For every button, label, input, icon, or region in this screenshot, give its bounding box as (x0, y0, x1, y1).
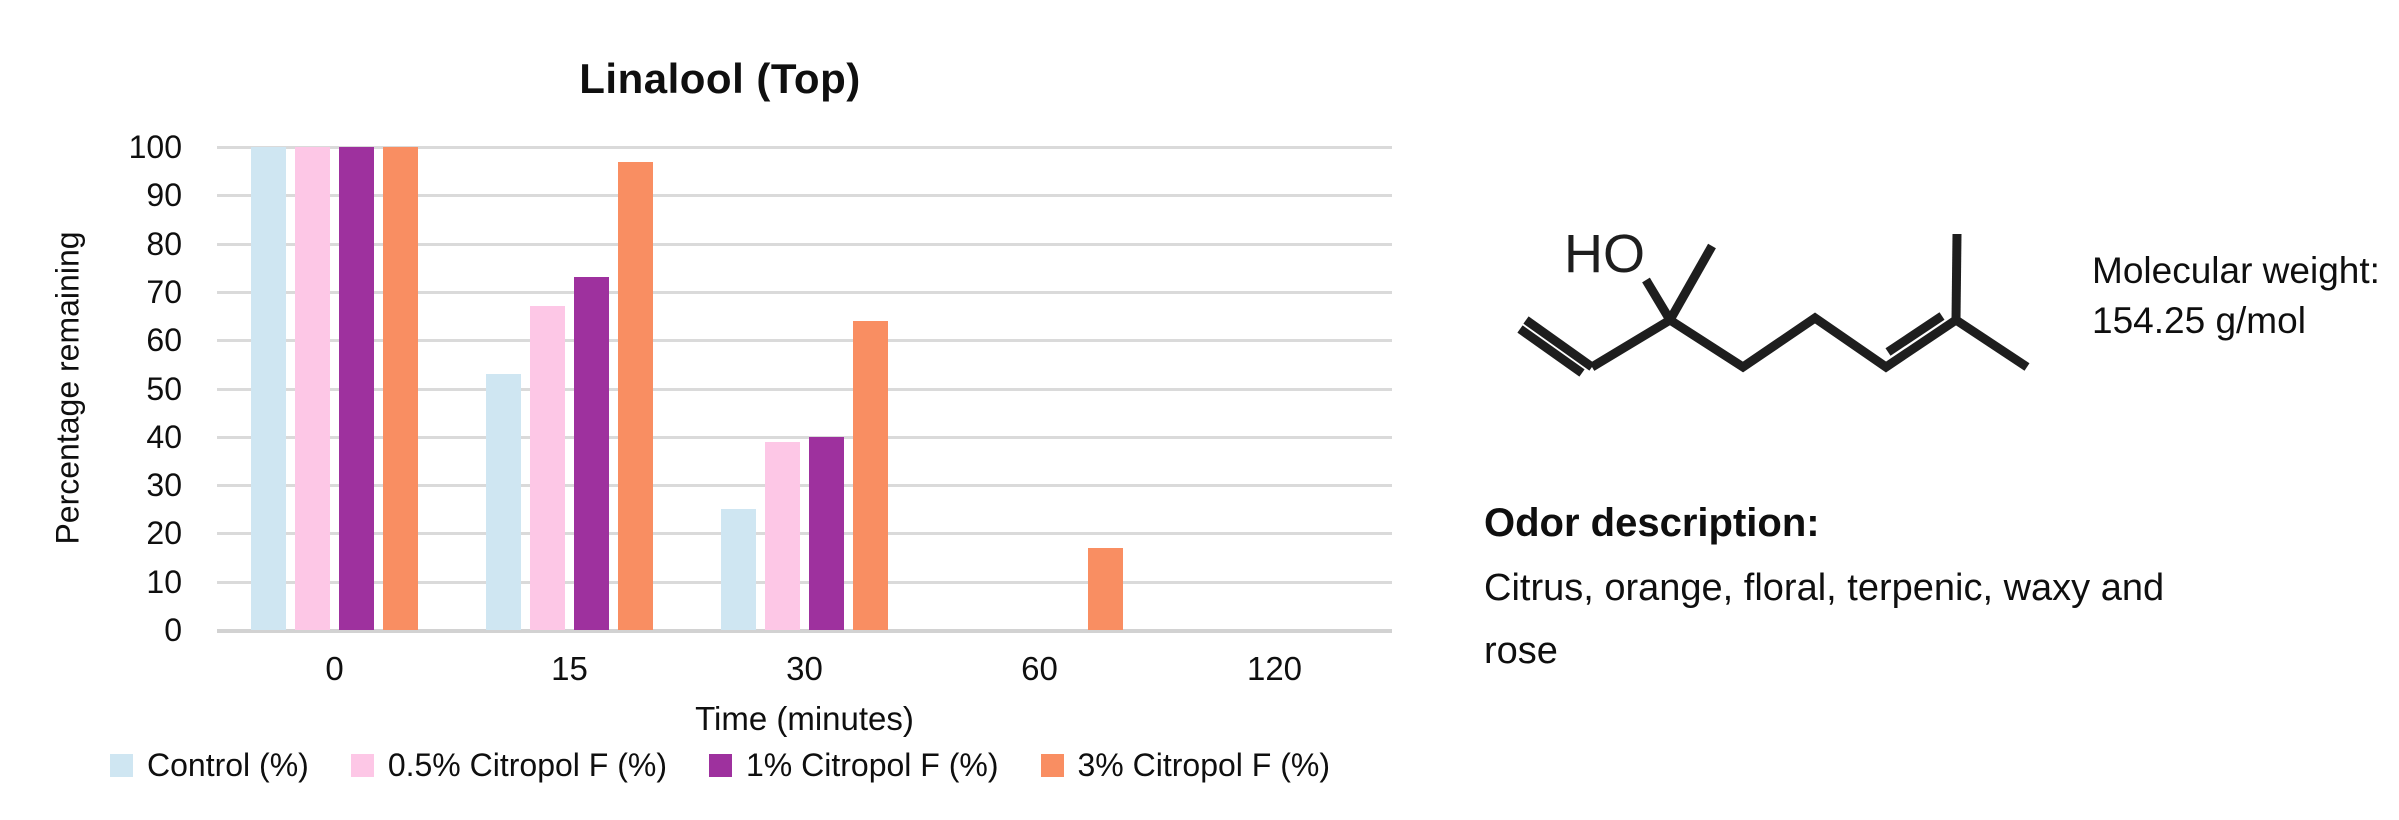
chart-legend: Control (%) 0.5% Citropol F (%) 1% Citropo… (0, 747, 1440, 784)
molecular-weight-value: 154.25 g/mol (2092, 300, 2306, 341)
odor-description-line: Citrus, orange, floral, terpenic, waxy a… (1484, 567, 2165, 609)
bond-chain (1589, 312, 1959, 373)
plot-area (217, 146, 1392, 633)
y-tick-label-90: 90 (146, 177, 182, 214)
y-tick-label-20: 20 (146, 515, 182, 552)
molecular-weight-label: Molecular weight: (2092, 250, 2380, 291)
y-tick-label-10: 10 (146, 563, 182, 600)
x-tick-label-0: 0 (325, 650, 344, 687)
y-tick-label-100: 100 (128, 129, 182, 165)
y-tick-label-0: 0 (164, 612, 182, 648)
legend-swatch-icon (1040, 754, 1064, 777)
legend-swatch-icon (709, 754, 732, 777)
legend-label: Control (%) (147, 747, 309, 783)
bond-vinyl-main (1523, 316, 1595, 371)
gridline-80 (217, 242, 1392, 246)
molecule-bonds (1517, 233, 2030, 377)
y-axis-ticks: 0 10 20 30 40 50 60 70 80 90 100 (0, 129, 182, 648)
legend-swatch-icon (350, 754, 374, 777)
bar-1-citropol-f-t30 (809, 436, 844, 630)
legend-label: 0.5% Citropol F (%) (387, 747, 667, 783)
odor-description-block: Odor description: Citrus, orange, floral… (1484, 497, 2314, 683)
gridline-100 (217, 146, 1392, 149)
legend-label: 3% Citropol F (%) (1077, 747, 1331, 783)
x-tick-label-60: 60 (1021, 650, 1058, 687)
bond-alkene-inner (1885, 312, 1945, 356)
bar-1-citropol-f-t0 (339, 147, 374, 630)
bond-methyl-c3 (1666, 243, 1716, 323)
bond-vinyl-inner (1517, 325, 1585, 377)
gridline-60 (217, 339, 1392, 343)
y-tick-label-50: 50 (146, 370, 182, 407)
chart-title: Linalool (Top) (579, 55, 861, 102)
y-tick-label-60: 60 (146, 322, 182, 359)
bar-0-5-citropol-f-t30 (765, 441, 800, 630)
legend-item-control: Control (%) (110, 747, 309, 784)
bar-control-t30 (721, 509, 756, 630)
gridline-20 (217, 532, 1392, 536)
molecular-weight-block: Molecular weight: 154.25 g/mol (2092, 246, 2380, 346)
x-axis-ticks: 0 15 30 60 120 (217, 650, 1392, 692)
legend-item-0-5-citropol-f: 0.5% Citropol F (%) (350, 747, 667, 784)
y-tick-label-40: 40 (146, 418, 182, 455)
bar-control-t15 (486, 374, 521, 630)
linalool-structure: HO (1517, 224, 2030, 377)
gridline-50 (217, 387, 1392, 391)
legend-item-1-citropol-f: 1% Citropol F (%) (709, 747, 999, 784)
gridline-30 (217, 484, 1392, 488)
gridline-10 (217, 580, 1392, 584)
bar-0-5-citropol-f-t15 (530, 306, 565, 630)
x-tick-label-15: 15 (551, 650, 588, 687)
bond-hydroxyl (1642, 277, 1674, 323)
x-tick-label-30: 30 (786, 650, 823, 687)
bond-methyl-up (1951, 233, 1962, 321)
bar-0-5-citropol-f-t0 (295, 147, 330, 630)
gridline-0 (217, 629, 1392, 633)
legend-label: 1% Citropol F (%) (746, 747, 999, 783)
odor-description-header: Odor description: (1484, 501, 1820, 545)
x-tick-label-120: 120 (1246, 650, 1303, 687)
gridline-40 (217, 435, 1392, 439)
odor-description-line: rose (1484, 630, 1558, 672)
y-tick-label-80: 80 (146, 225, 182, 262)
hydroxyl-label: HO (1564, 224, 1645, 284)
bar-control-t0 (251, 147, 286, 630)
bar-3-citropol-f-t0 (383, 147, 418, 630)
gridline-70 (217, 290, 1392, 294)
legend-swatch-icon (110, 754, 133, 777)
y-tick-label-30: 30 (146, 467, 182, 504)
legend-item-3-citropol-f: 3% Citropol F (%) (1040, 747, 1331, 784)
bar-3-citropol-f-t60 (1088, 547, 1123, 630)
bond-methyl-right (1953, 316, 2030, 371)
bar-3-citropol-f-t30 (853, 320, 888, 630)
bar-1-citropol-f-t15 (574, 277, 609, 630)
bar-3-citropol-f-t15 (618, 161, 653, 630)
gridline-90 (217, 194, 1392, 198)
y-tick-label-70: 70 (146, 273, 182, 310)
x-axis-title: Time (minutes) (695, 700, 914, 737)
